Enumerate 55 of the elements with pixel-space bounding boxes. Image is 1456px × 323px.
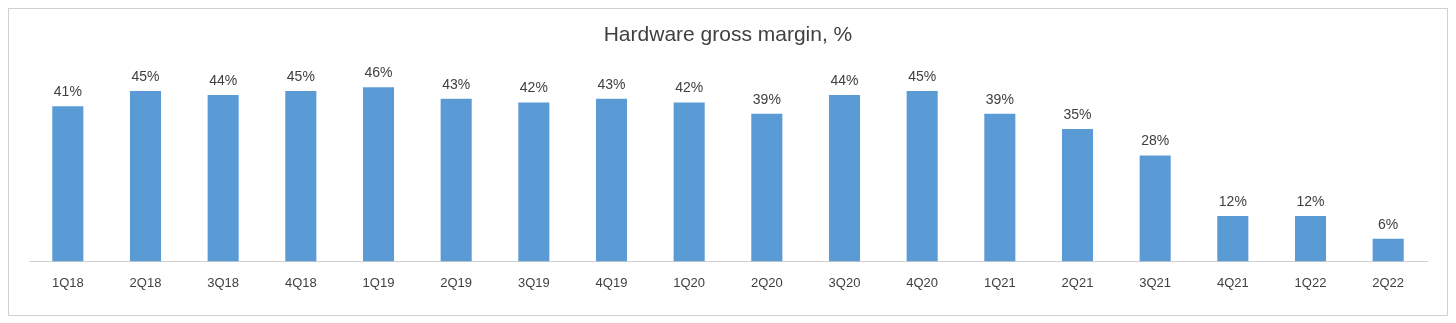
x-tick-label: 2Q18 [129, 274, 162, 290]
bar [518, 102, 550, 262]
bar [828, 94, 861, 262]
bar [362, 87, 395, 262]
x-tick-label: 4Q19 [595, 274, 628, 290]
x-tick-label: 1Q22 [1294, 274, 1327, 290]
data-label: 45% [286, 67, 315, 84]
data-label: 42% [675, 79, 704, 96]
x-tick-label: 4Q18 [284, 274, 317, 290]
data-label: 12% [1218, 192, 1247, 209]
x-tick-label: 3Q20 [828, 274, 861, 290]
data-label: 45% [908, 67, 937, 84]
x-tick-label: 2Q20 [750, 274, 783, 290]
bar [440, 98, 472, 262]
data-label: 6% [1378, 215, 1399, 232]
x-tick-label: 1Q18 [51, 274, 84, 290]
x-tick-label: 3Q19 [517, 274, 550, 290]
x-tick-label: 1Q19 [362, 274, 395, 290]
bar [1294, 215, 1327, 262]
x-tick-label: 2Q19 [440, 274, 473, 290]
bar [751, 113, 783, 262]
data-label: 44% [830, 71, 859, 88]
data-label: 44% [209, 71, 238, 88]
x-tick-label: 2Q21 [1061, 274, 1094, 290]
x-tick-label: 4Q20 [906, 274, 939, 290]
chart-title: Hardware gross margin, % [603, 22, 853, 46]
data-label: 39% [752, 90, 781, 107]
data-label: 46% [364, 64, 393, 81]
x-tick-label: 1Q21 [983, 274, 1016, 290]
bar [906, 91, 938, 262]
data-label: 39% [985, 90, 1014, 107]
data-label: 41% [53, 83, 82, 100]
bar [984, 113, 1016, 262]
bar [1139, 155, 1171, 262]
bar [285, 91, 317, 262]
data-label: 35% [1063, 105, 1092, 122]
data-label: 42% [519, 79, 548, 96]
data-label: 12% [1296, 192, 1325, 209]
bar [1061, 128, 1094, 262]
x-tick-label: 3Q18 [207, 274, 240, 290]
bar [52, 106, 84, 262]
x-tick-label: 2Q22 [1372, 274, 1405, 290]
bar [595, 98, 628, 262]
x-tick-label: 1Q20 [673, 274, 706, 290]
bar [1217, 215, 1249, 262]
bar [1372, 238, 1404, 262]
data-label: 43% [442, 75, 471, 92]
bar [673, 102, 705, 262]
data-label: 45% [131, 67, 160, 84]
data-label: 28% [1141, 132, 1170, 149]
data-label: 43% [597, 75, 626, 92]
bar [207, 94, 239, 262]
x-tick-label: 3Q21 [1139, 274, 1172, 290]
x-tick-label: 4Q21 [1216, 274, 1249, 290]
bar [129, 91, 162, 262]
